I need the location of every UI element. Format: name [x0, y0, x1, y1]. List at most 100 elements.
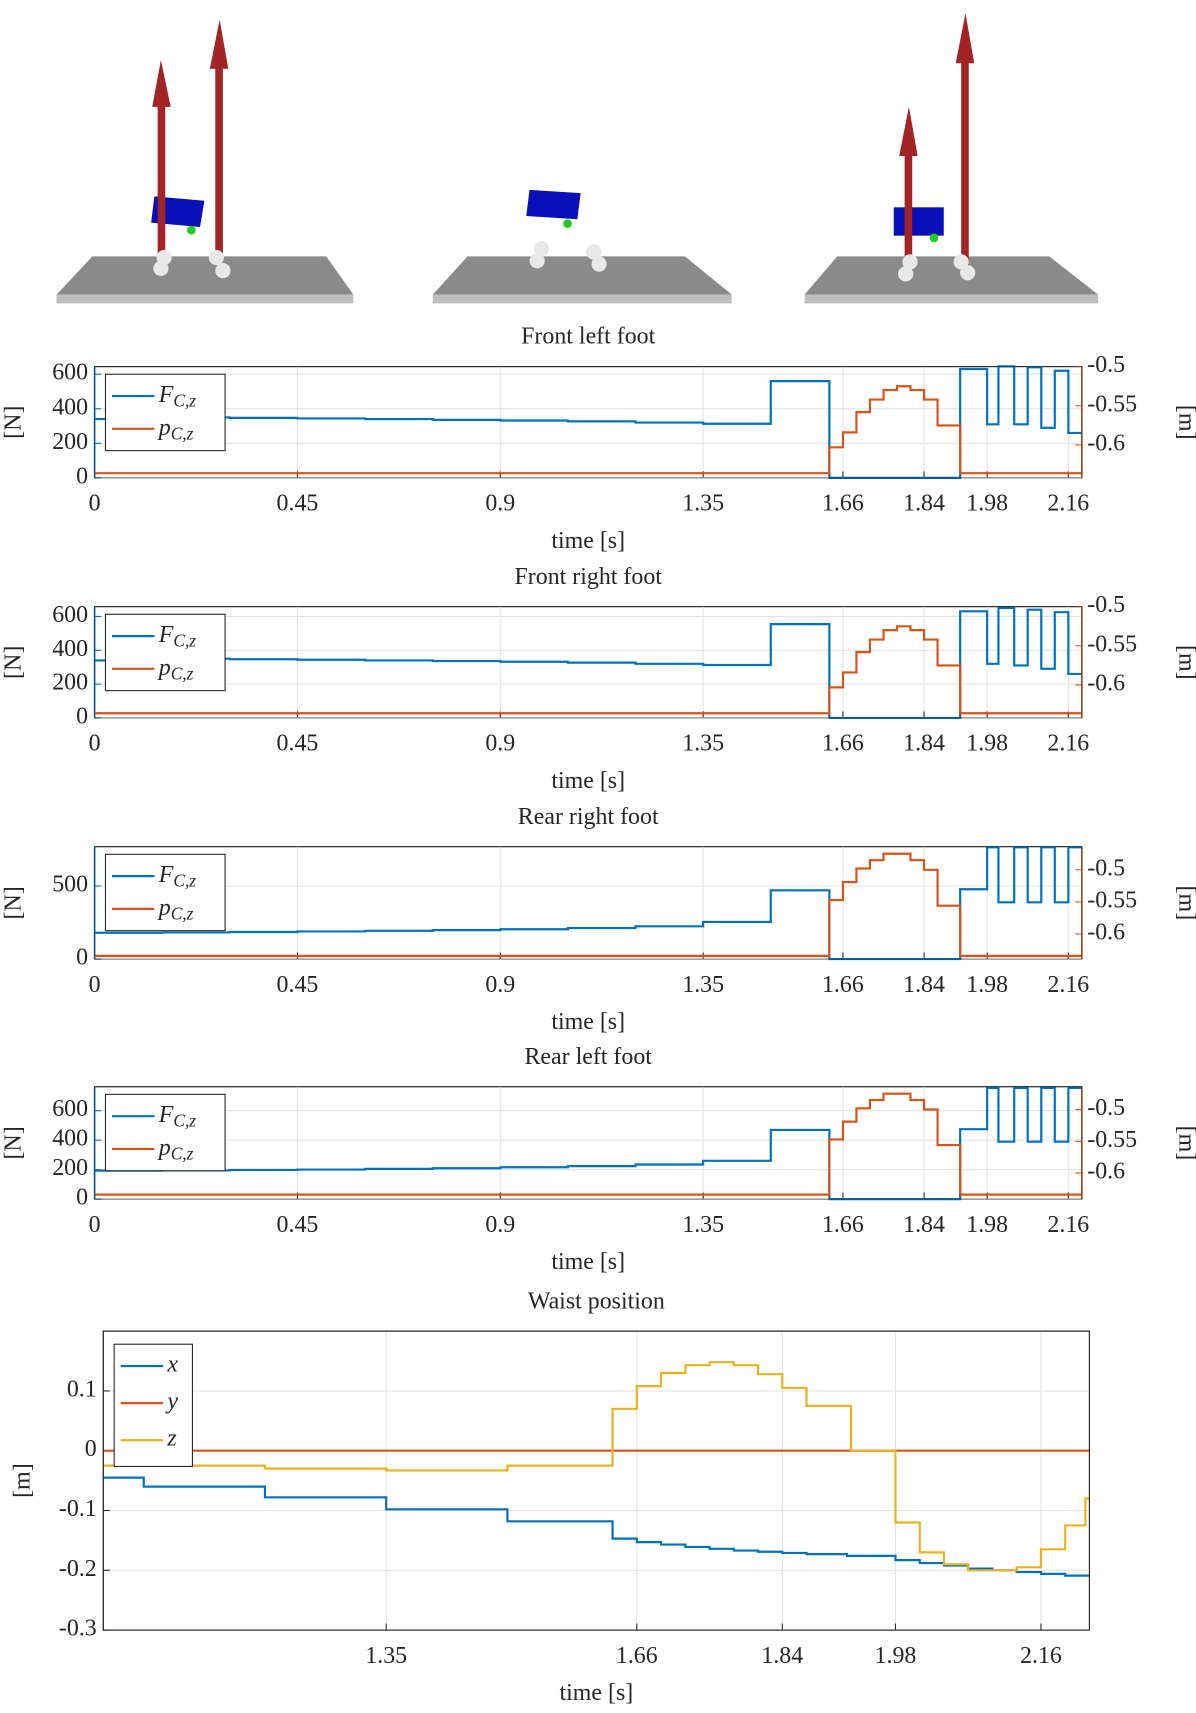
x-tick-label: 1.66 — [822, 491, 864, 517]
data-line — [94, 625, 1082, 715]
y-tick-label: 600 — [52, 602, 88, 628]
plot-frame — [94, 1086, 1083, 1200]
x-tick-label: 0.9 — [485, 972, 515, 998]
y2-tick-label: -0.6 — [1087, 670, 1125, 696]
x-axis-label: time [s] — [551, 1249, 625, 1275]
chart-title: Rear left foot — [524, 1044, 652, 1070]
x-tick-label: 0.9 — [485, 491, 515, 517]
y2-axis-label: [m] — [1174, 645, 1196, 680]
legend-label: FC,z — [158, 622, 197, 651]
x-tick-label: 1.84 — [903, 972, 945, 998]
x-tick-label: 1.66 — [822, 731, 864, 757]
legend-label: pC,z — [157, 894, 194, 923]
y2-tick-label: -0.5 — [1087, 592, 1125, 618]
data-line — [103, 1361, 1090, 1572]
y2-tick-label: -0.55 — [1087, 887, 1137, 913]
y2-tick-label: -0.55 — [1087, 1127, 1137, 1153]
plot-area — [94, 846, 1083, 960]
legend-label: pC,z — [157, 1134, 194, 1163]
x-tick-label: 1.84 — [903, 1212, 945, 1238]
y-axis-label: [N] — [1, 1126, 27, 1159]
y2-axis-label: [m] — [1174, 886, 1196, 921]
legend — [104, 613, 226, 692]
y2-tick-label: -0.5 — [1087, 1095, 1125, 1121]
y-tick-label: 0 — [85, 1436, 97, 1462]
y2-tick-label: -0.6 — [1087, 1159, 1125, 1185]
y-tick-label: -0.2 — [59, 1556, 97, 1582]
y-tick-label: 200 — [52, 670, 88, 696]
robot-renders — [56, 13, 1099, 304]
x-tick-label: 0 — [89, 491, 101, 517]
render-scene — [56, 19, 354, 304]
y-tick-label: 600 — [52, 1096, 88, 1122]
y-axis-label: [N] — [1, 406, 27, 439]
plot-frame — [94, 366, 1083, 479]
x-tick-label: 0.9 — [485, 1212, 515, 1238]
y2-tick-label: -0.55 — [1087, 391, 1137, 417]
x-tick-label: 0.45 — [277, 731, 319, 757]
y-tick-label: 0.1 — [67, 1376, 97, 1402]
y-tick-label: 0 — [76, 945, 88, 971]
y2-axis-label: [m] — [1174, 405, 1196, 440]
x-tick-label: 1.98 — [875, 1643, 917, 1669]
x-tick-label: 1.35 — [682, 1212, 724, 1238]
y-tick-label: 600 — [52, 360, 88, 386]
chart-title: Front left foot — [521, 324, 655, 350]
x-axis-label: time [s] — [551, 1009, 625, 1035]
legend — [104, 853, 226, 932]
y-tick-label: -0.3 — [59, 1616, 97, 1642]
y-axis-label: [N] — [1, 646, 27, 679]
x-tick-label: 2.16 — [1047, 1212, 1089, 1238]
x-tick-label: 1.84 — [903, 731, 945, 757]
x-tick-label: 1.66 — [822, 1212, 864, 1238]
data-line — [94, 1086, 1082, 1201]
data-line — [94, 606, 1082, 720]
x-tick-label: 2.16 — [1047, 491, 1089, 517]
render-scene — [432, 189, 732, 304]
x-tick-label: 2.16 — [1047, 731, 1089, 757]
legend-label: y — [165, 1389, 178, 1415]
x-tick-label: 1.98 — [966, 1212, 1008, 1238]
x-axis-label: time [s] — [551, 768, 625, 794]
plot-frame — [102, 1330, 1090, 1631]
x-tick-label: 0.9 — [485, 731, 515, 757]
data-line — [94, 365, 1082, 479]
chart-title: Rear right foot — [518, 804, 659, 830]
y-tick-label: 0 — [76, 1185, 88, 1211]
y-tick-label: 400 — [52, 394, 88, 420]
legend-label: FC,z — [158, 382, 197, 411]
x-tick-label: 1.66 — [616, 1643, 658, 1669]
x-tick-label: 1.84 — [761, 1643, 803, 1669]
legend-label: pC,z — [157, 414, 194, 443]
x-tick-label: 0.45 — [277, 1212, 319, 1238]
data-line — [94, 846, 1082, 961]
x-tick-label: 1.35 — [682, 491, 724, 517]
y2-axis-label: [m] — [1174, 1126, 1196, 1161]
x-tick-label: 1.98 — [966, 731, 1008, 757]
legend — [104, 373, 226, 452]
y2-tick-label: -0.55 — [1087, 631, 1137, 657]
y-tick-label: 0 — [76, 463, 88, 489]
y-tick-label: -0.1 — [59, 1496, 97, 1522]
x-tick-label: 2.16 — [1020, 1643, 1062, 1669]
y-tick-label: 500 — [52, 871, 88, 897]
legend — [104, 1093, 226, 1172]
plot-frame — [94, 846, 1083, 960]
x-tick-label: 1.84 — [903, 491, 945, 517]
data-line — [94, 385, 1082, 475]
x-axis-label: time [s] — [551, 528, 625, 554]
y-tick-label: 200 — [52, 1155, 88, 1181]
data-line — [94, 852, 1082, 957]
y-tick-label: 400 — [52, 636, 88, 662]
x-tick-label: 0.45 — [277, 491, 319, 517]
x-tick-label: 0.45 — [277, 972, 319, 998]
chart-title: Front right foot — [514, 564, 662, 590]
legend-label: x — [166, 1352, 178, 1378]
y2-tick-label: -0.6 — [1087, 919, 1125, 945]
x-tick-label: 2.16 — [1047, 972, 1089, 998]
legend-label: FC,z — [158, 862, 197, 891]
y2-tick-label: -0.6 — [1087, 430, 1125, 456]
x-tick-label: 1.66 — [822, 972, 864, 998]
y-tick-label: 200 — [52, 429, 88, 455]
